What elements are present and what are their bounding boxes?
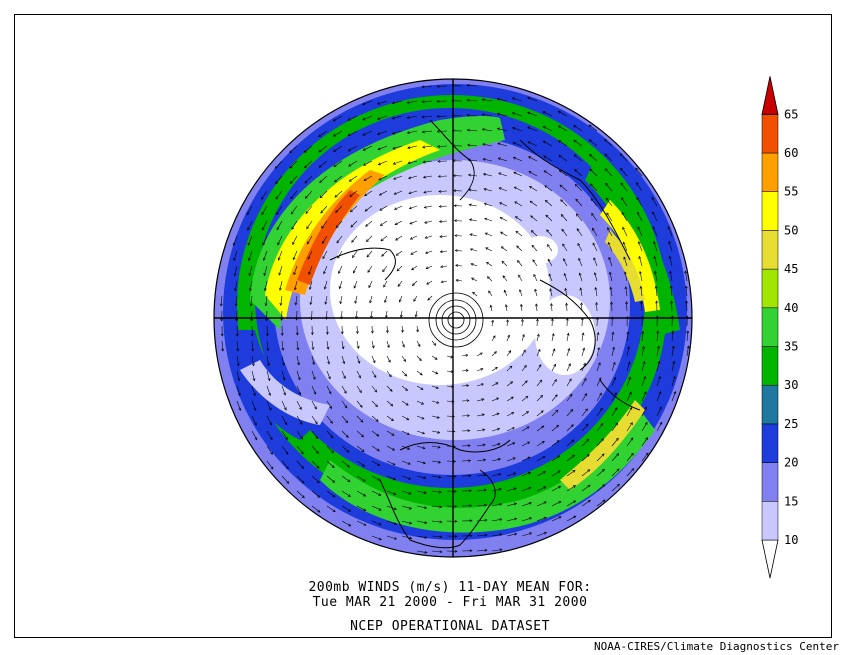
colorbar-top-cap bbox=[761, 76, 779, 115]
plot-frame bbox=[14, 14, 832, 638]
colorbar-label: 45 bbox=[784, 262, 798, 276]
colorbar-label: 35 bbox=[784, 340, 798, 354]
colorbar-swatch bbox=[761, 307, 779, 347]
caption-line-3: NCEP OPERATIONAL DATASET bbox=[350, 619, 550, 634]
colorbar-swatch bbox=[761, 462, 779, 502]
colorbar-label: 15 bbox=[784, 494, 798, 508]
credit-text: NOAA-CIRES/Climate Diagnostics Center bbox=[593, 640, 839, 653]
wind-vectors bbox=[219, 83, 690, 554]
coastlines bbox=[329, 119, 641, 549]
colorbar-label: 55 bbox=[784, 185, 798, 199]
caption-line-1: 200mb WINDS (m/s) 11-DAY MEAN FOR: bbox=[308, 580, 592, 595]
colorbar-label: 65 bbox=[784, 107, 798, 121]
colorbar-swatch bbox=[761, 152, 779, 192]
colorbar-label: 30 bbox=[784, 378, 798, 392]
colorbar-swatch bbox=[761, 114, 779, 154]
wind-speed-field bbox=[214, 79, 692, 557]
map-boundary bbox=[213, 78, 693, 558]
pole-circles bbox=[428, 292, 484, 348]
colorbar-swatch bbox=[761, 346, 779, 386]
colorbar-swatch bbox=[761, 384, 779, 425]
colorbar-swatch bbox=[761, 191, 779, 231]
colorbar-swatch bbox=[761, 268, 779, 309]
colorbar-swatch bbox=[761, 423, 779, 463]
colorbar-label: 50 bbox=[784, 223, 798, 237]
colorbar-swatch bbox=[761, 230, 779, 270]
colorbar-swatch bbox=[761, 501, 779, 541]
colorbar-label: 60 bbox=[784, 146, 798, 160]
caption-line-2: Tue MAR 21 2000 - Fri MAR 31 2000 bbox=[312, 595, 588, 610]
colorbar-label: 10 bbox=[784, 533, 798, 547]
colorbar-label: 20 bbox=[784, 456, 798, 470]
colorbar-bottom-cap bbox=[761, 539, 779, 579]
colorbar-label: 25 bbox=[784, 417, 798, 431]
colorbar-label: 40 bbox=[784, 301, 798, 315]
